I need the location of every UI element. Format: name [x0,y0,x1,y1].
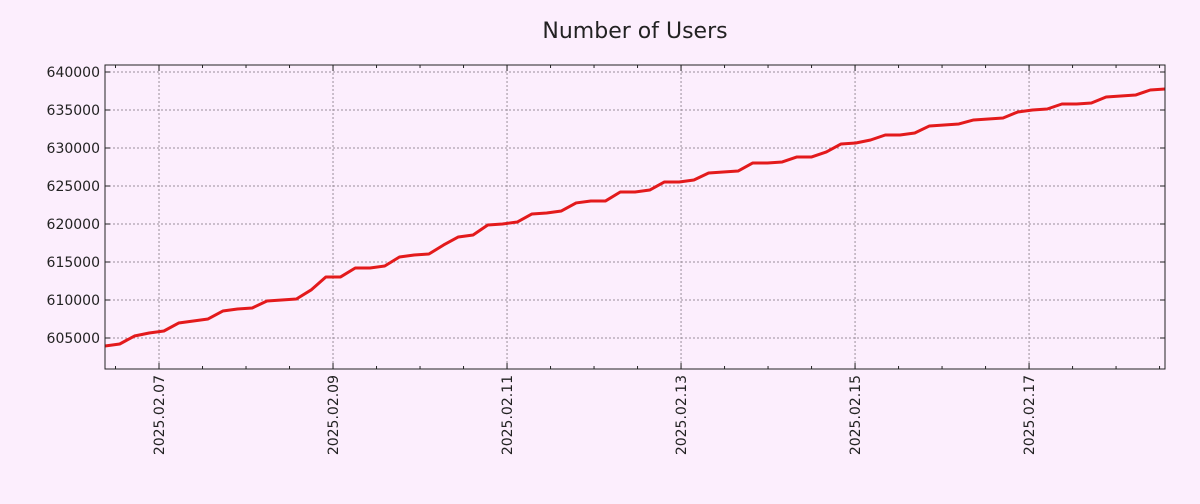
y-tick-label: 635000 [47,103,100,119]
axis-ticks: 605000 610000 615000 620000 625000 630000 6350… [47,65,1165,455]
y-tick-label: 610000 [47,293,100,309]
grid [105,65,1165,369]
y-tick-label: 605000 [47,331,100,347]
x-tick-label: 2025.02.15 [848,375,864,455]
x-tick-label: 2025.02.13 [674,375,690,455]
x-tick-label: 2025.02.07 [152,375,168,455]
x-tick-label: 2025.02.17 [1022,375,1038,455]
series-line [105,89,1165,346]
y-tick-label: 640000 [47,65,100,81]
chart-title: Number of Users [542,19,727,44]
x-tick-label: 2025.02.11 [500,375,516,455]
plot-frame [105,65,1165,369]
x-tick-label: 2025.02.09 [326,375,342,455]
y-tick-label: 630000 [47,141,100,157]
y-tick-label: 615000 [47,255,100,271]
series-layer [105,89,1165,346]
y-tick-label: 620000 [47,217,100,233]
y-tick-label: 625000 [47,179,100,195]
